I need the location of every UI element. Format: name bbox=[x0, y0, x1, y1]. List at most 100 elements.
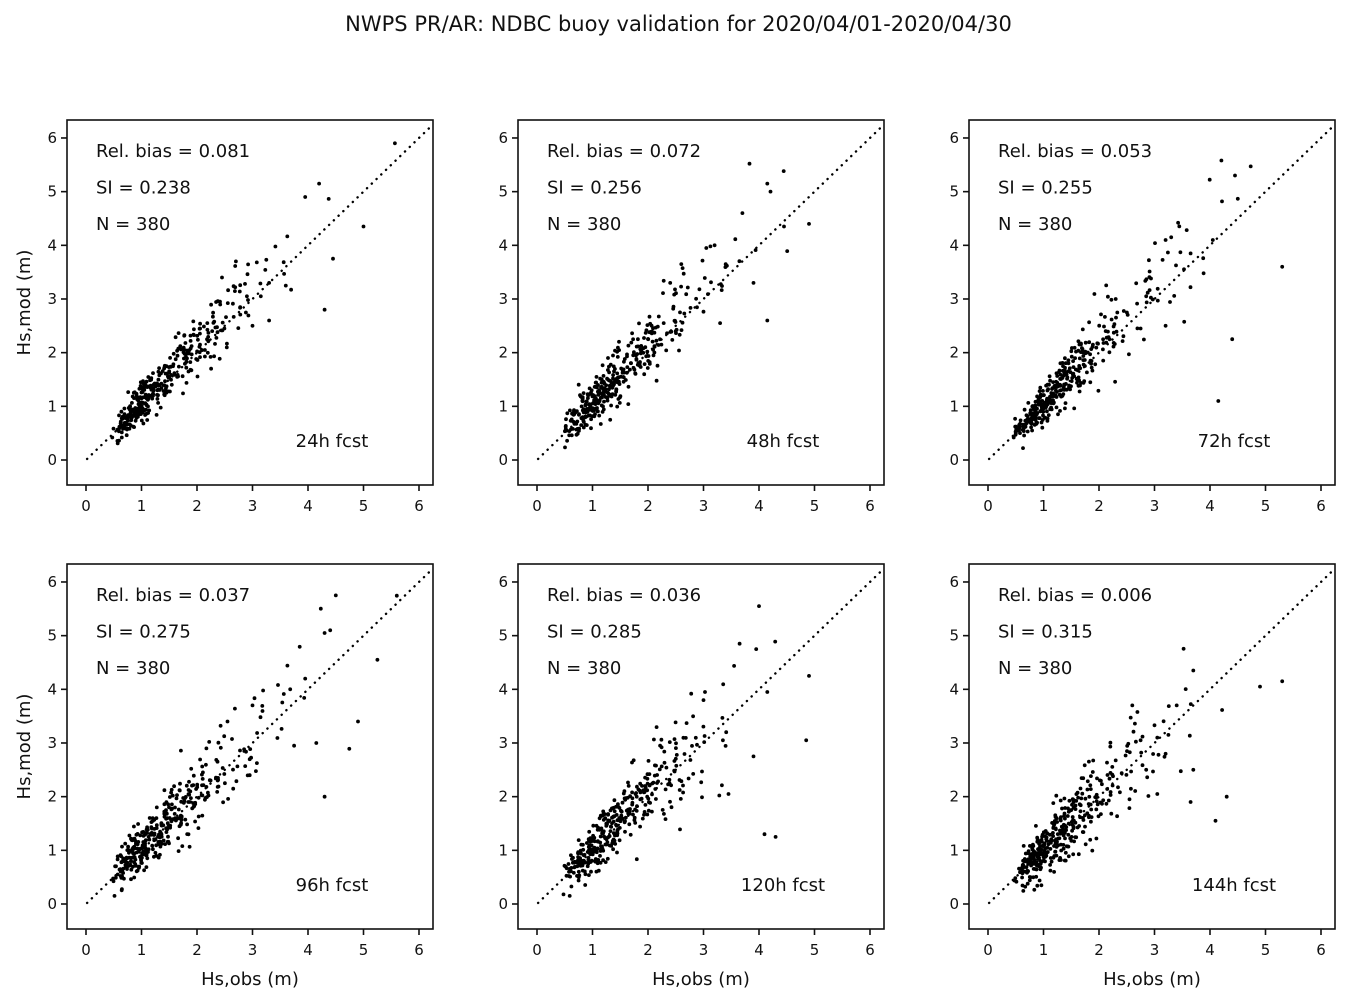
data-point bbox=[203, 348, 207, 352]
data-point bbox=[193, 819, 198, 824]
data-point bbox=[635, 362, 640, 367]
data-point bbox=[1129, 786, 1133, 791]
data-point bbox=[170, 793, 175, 798]
scatter-points bbox=[110, 141, 397, 446]
data-point bbox=[1073, 820, 1078, 825]
data-point bbox=[138, 384, 143, 388]
fcst-label: 144h fcst bbox=[1192, 875, 1276, 896]
data-point-outlier bbox=[322, 307, 327, 312]
data-point bbox=[1079, 796, 1084, 801]
data-point bbox=[148, 378, 152, 383]
data-point bbox=[578, 863, 583, 868]
x-tick-label: 3 bbox=[248, 497, 258, 515]
y-tick-label: 5 bbox=[498, 627, 508, 645]
data-point bbox=[652, 330, 657, 335]
data-point bbox=[612, 798, 617, 803]
data-point-outlier bbox=[314, 741, 319, 745]
data-point bbox=[141, 385, 146, 390]
data-point bbox=[1065, 375, 1070, 380]
panel-48h-fcst: 0 0 1 1 2 2 3 3 4 4 5 5 6 6 Rel. bias = 0.072 SI = 0.25… bbox=[498, 119, 885, 515]
data-point bbox=[614, 377, 619, 382]
data-point bbox=[254, 769, 258, 773]
data-point bbox=[1147, 258, 1151, 263]
data-point bbox=[662, 749, 667, 754]
data-point bbox=[134, 416, 139, 420]
data-point bbox=[677, 348, 681, 353]
data-point bbox=[1049, 840, 1053, 845]
data-point bbox=[1032, 887, 1037, 892]
data-point bbox=[660, 808, 665, 812]
data-point bbox=[1053, 813, 1058, 818]
data-point bbox=[189, 344, 194, 348]
data-point bbox=[616, 818, 621, 823]
data-point bbox=[1095, 776, 1099, 781]
data-point bbox=[164, 816, 169, 821]
data-point bbox=[133, 418, 138, 423]
data-point bbox=[162, 802, 167, 807]
data-point bbox=[1036, 398, 1040, 403]
data-point bbox=[630, 760, 634, 765]
data-point bbox=[186, 792, 191, 797]
data-point bbox=[604, 824, 609, 828]
data-point bbox=[1072, 374, 1076, 378]
data-point bbox=[571, 427, 575, 431]
data-point bbox=[632, 350, 636, 355]
data-point bbox=[638, 781, 643, 786]
data-point bbox=[1080, 791, 1085, 796]
data-point bbox=[1054, 405, 1059, 410]
data-point bbox=[668, 799, 672, 804]
data-point bbox=[645, 776, 650, 781]
data-point bbox=[1120, 339, 1125, 343]
data-point bbox=[1039, 420, 1044, 425]
data-point bbox=[1121, 309, 1126, 313]
data-point bbox=[1155, 298, 1160, 303]
data-point bbox=[168, 356, 173, 360]
data-point bbox=[586, 860, 590, 865]
data-point bbox=[659, 737, 664, 742]
data-point bbox=[130, 401, 134, 405]
data-point bbox=[221, 800, 226, 805]
data-point-outlier bbox=[333, 593, 338, 598]
data-point bbox=[617, 826, 622, 830]
data-point bbox=[212, 354, 217, 359]
data-point bbox=[1042, 855, 1047, 859]
data-point bbox=[1071, 359, 1075, 363]
data-point bbox=[275, 736, 280, 740]
data-point bbox=[1069, 354, 1074, 359]
data-point bbox=[1038, 392, 1043, 397]
data-point bbox=[589, 426, 593, 431]
data-point bbox=[679, 779, 684, 784]
scatter-points bbox=[1012, 646, 1285, 893]
data-point bbox=[691, 714, 695, 719]
data-point bbox=[571, 855, 575, 860]
data-point bbox=[656, 314, 661, 319]
data-point bbox=[691, 772, 696, 776]
data-point-outlier bbox=[292, 743, 296, 748]
data-point bbox=[200, 777, 205, 781]
data-point bbox=[1044, 383, 1048, 388]
data-point bbox=[205, 795, 209, 799]
y-tick-label: 2 bbox=[498, 788, 508, 806]
data-point bbox=[611, 814, 616, 819]
data-point bbox=[572, 409, 576, 413]
data-point bbox=[669, 329, 674, 334]
data-point bbox=[1061, 364, 1065, 368]
data-point bbox=[781, 169, 786, 174]
data-point bbox=[623, 819, 627, 823]
data-point bbox=[163, 389, 168, 393]
axes-box bbox=[968, 563, 1336, 930]
data-point bbox=[1018, 418, 1023, 423]
data-point bbox=[156, 401, 161, 405]
data-point bbox=[1056, 412, 1060, 417]
data-point bbox=[1067, 798, 1072, 803]
data-point bbox=[173, 357, 178, 362]
data-point bbox=[198, 342, 202, 347]
data-point bbox=[1076, 795, 1080, 800]
data-point bbox=[657, 767, 662, 772]
data-point bbox=[590, 847, 595, 852]
data-point bbox=[187, 844, 192, 849]
data-point bbox=[1014, 428, 1019, 433]
y-tick-label: 3 bbox=[949, 290, 959, 308]
data-point bbox=[1071, 365, 1076, 369]
data-point bbox=[181, 350, 186, 355]
